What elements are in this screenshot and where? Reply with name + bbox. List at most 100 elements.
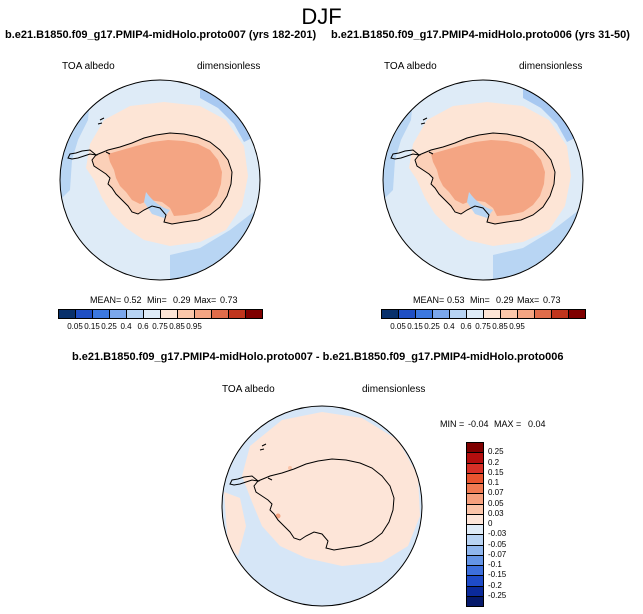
colorbar-tick-label: 0.1	[488, 478, 500, 487]
colorbar-tick-label: 0.6	[460, 322, 472, 331]
colorbar-tick-label: 0.4	[443, 322, 455, 331]
colorbar-cell	[245, 309, 263, 319]
diff-units: dimensionless	[362, 384, 426, 395]
neutral-patch-west	[224, 492, 246, 556]
colorbar-tick-label: 0.25	[101, 322, 117, 331]
colorbar-tick-label: -0.15	[488, 570, 507, 580]
colorbar-cell	[466, 595, 484, 607]
panel2-colorbar: 0.05 0.15 0.25 0.4 0.6 0.75 0.85 0.95	[381, 309, 586, 339]
panel1-units: dimensionless	[197, 61, 261, 72]
colorbar-cell	[466, 309, 484, 319]
panel1-min-value: 0.29	[173, 295, 191, 305]
panel2-min-label: Min=	[470, 295, 490, 305]
colorbar-cell	[143, 309, 161, 319]
colorbar-cell	[415, 309, 433, 319]
colorbar-tick-label: 0	[488, 519, 493, 528]
panel1-mean-value: 0.52	[124, 295, 142, 305]
colorbar-tick-label: 0.75	[475, 322, 491, 331]
colorbar-tick-label: 0.25	[424, 322, 440, 331]
colorbar-tick-label: 0.85	[492, 322, 508, 331]
colorbar-tick-label: 0.15	[488, 467, 504, 477]
colorbar-cell	[160, 309, 178, 319]
colorbar-cell	[177, 309, 195, 319]
antarctica-diff	[254, 459, 394, 550]
panel2-mean-value: 0.53	[447, 295, 465, 305]
colorbar-cell	[194, 309, 212, 319]
map-field	[222, 406, 422, 606]
colorbar-tick-label: 0.85	[169, 322, 185, 331]
colorbar-cell	[109, 309, 127, 319]
page-title: DJF	[301, 4, 342, 29]
ocean-strip-west	[60, 98, 90, 200]
diff-max-value: 0.04	[528, 419, 546, 429]
colorbar-cell	[75, 309, 93, 319]
panel2-max-value: 0.73	[543, 295, 561, 305]
panel1-max-label: Max=	[194, 295, 217, 305]
colorbar-tick-label: 0.75	[152, 322, 168, 331]
colorbar-tick-label: 0.03	[488, 508, 504, 518]
colorbar-tick-label: -0.03	[488, 529, 507, 539]
diff-max-label: MAX =	[494, 419, 522, 429]
colorbar-cell	[211, 309, 229, 319]
diff-min-value: -0.04	[468, 419, 489, 429]
colorbar-tick-label: 0.15	[84, 322, 100, 331]
coastline	[229, 458, 395, 551]
map-field	[60, 80, 260, 280]
colorbar-tick-label: 0.4	[120, 322, 132, 331]
map-border	[59, 79, 261, 281]
map-border	[221, 405, 423, 607]
colorbar-cell	[126, 309, 144, 319]
antarctica-ice	[108, 140, 222, 216]
panel1-min-label: Min=	[147, 295, 167, 305]
panel1-max-value: 0.73	[220, 295, 238, 305]
colorbar-cell	[58, 309, 76, 319]
panel2-variable: TOA albedo	[384, 61, 437, 72]
ocean-strip-west	[383, 98, 413, 200]
coastline	[67, 132, 233, 225]
colorbar-cell	[534, 309, 552, 319]
colorbar-tick-label: 0.95	[509, 322, 525, 331]
ocean-strip-northeast	[523, 88, 575, 142]
panel1-variable: TOA albedo	[62, 61, 115, 72]
diff-colorbar: 0.25 0.2 0.15 0.1 0.07 0.05 0.03 0 -0.03 -0.05 -0.…	[466, 442, 526, 607]
colorbar-cell	[568, 309, 586, 319]
diff-variable: TOA albedo	[222, 384, 275, 395]
diff-map	[221, 405, 423, 607]
colorbar-cell	[483, 309, 501, 319]
colorbar-tick-label: -0.1	[488, 560, 502, 569]
colorbar-cell	[398, 309, 416, 319]
colorbar-tick-label: -0.07	[488, 549, 507, 559]
islands	[97, 117, 111, 155]
panel1-map	[59, 79, 261, 281]
panel1-colorbar: 0.05 0.15 0.25 0.4 0.6 0.75 0.85 0.95	[58, 309, 263, 339]
panel2-map	[382, 79, 584, 281]
panel1-mean-label: MEAN=	[90, 295, 122, 305]
colorbar-tick-label: 0.95	[186, 322, 202, 331]
colorbar-cell	[500, 309, 518, 319]
panel2-title: b.e21.B1850.f09_g17.PMIP4-midHolo.proto0…	[331, 29, 630, 41]
colorbar-cell	[449, 309, 467, 319]
map-field	[383, 80, 583, 280]
islands	[259, 443, 273, 481]
colorbar-cell	[551, 309, 569, 319]
colorbar-tick-label: -0.25	[488, 590, 507, 600]
panel2-units: dimensionless	[519, 61, 583, 72]
colorbar-tick-label: 0.07	[488, 488, 504, 498]
colorbar-tick-label: 0.25	[488, 447, 504, 457]
colorbar-tick-label: 0.6	[137, 322, 149, 331]
panel1-title: b.e21.B1850.f09_g17.PMIP4-midHolo.proto0…	[5, 29, 317, 41]
ocean-strip-northeast	[200, 88, 252, 142]
antarctica-ice	[431, 140, 545, 216]
colorbar-tick-label: 0.05	[488, 498, 504, 508]
diff-title: b.e21.B1850.f09_g17.PMIP4-midHolo.proto0…	[72, 351, 564, 363]
diff-min-label: MIN =	[440, 419, 465, 429]
panel2-min-value: 0.29	[496, 295, 514, 305]
colorbar-tick-label: 0.05	[67, 322, 83, 331]
colorbar-cell	[92, 309, 110, 319]
islands	[420, 117, 434, 155]
colorbar-cell	[381, 309, 399, 319]
colorbar-tick-label: 0.15	[407, 322, 423, 331]
coastline	[390, 132, 556, 225]
colorbar-cell	[228, 309, 246, 319]
map-border	[382, 79, 584, 281]
